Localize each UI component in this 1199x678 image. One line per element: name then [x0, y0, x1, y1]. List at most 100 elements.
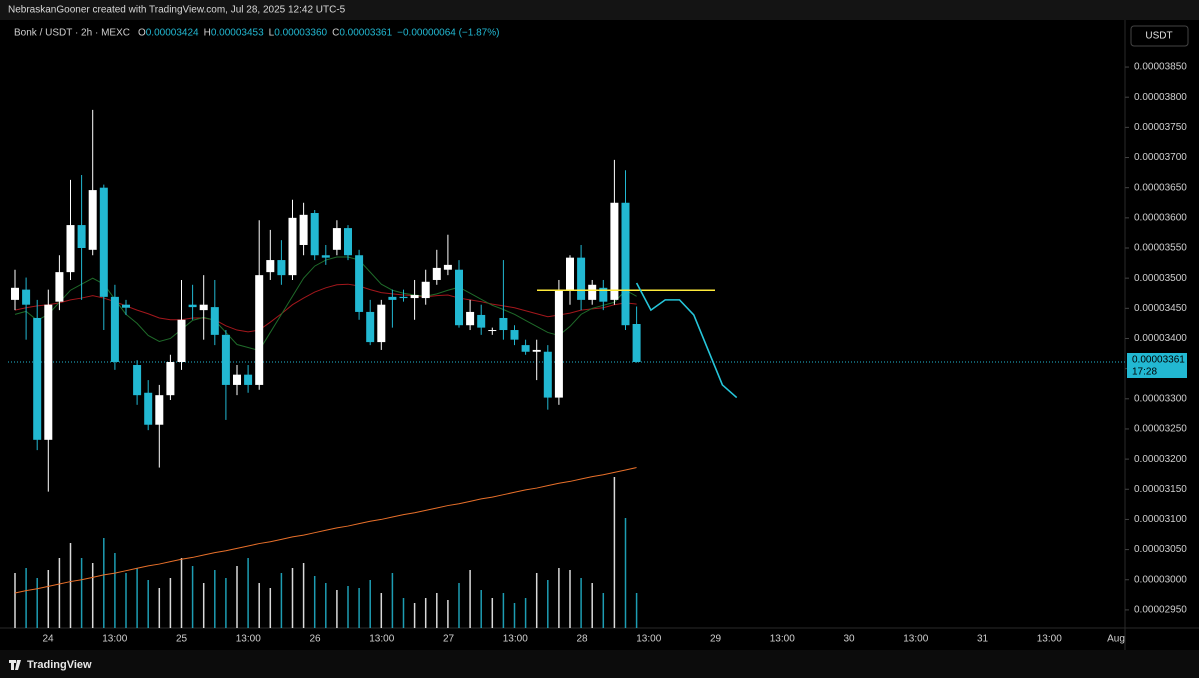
x-tick-label: 13:00 — [770, 634, 795, 645]
volume-bar — [547, 580, 549, 628]
volume-bar — [214, 570, 216, 628]
x-tick-label: 13:00 — [102, 634, 127, 645]
volume-bar — [114, 553, 116, 628]
volume-bar — [624, 518, 627, 628]
legend-key: H — [204, 28, 211, 39]
y-tick-label: 0.00003400 — [1134, 333, 1187, 344]
volume-bar — [202, 583, 205, 628]
volume-bar — [291, 568, 294, 628]
last-price: 0.00003361 — [1132, 355, 1185, 366]
legend-value: 0.00003361 — [339, 28, 392, 39]
candle-body — [122, 304, 130, 308]
y-tick-label: 0.00002950 — [1134, 605, 1187, 616]
volume-bar — [535, 573, 538, 628]
volume-bar — [436, 593, 438, 628]
candle-body — [99, 187, 108, 297]
candle-body — [421, 281, 430, 299]
candle-body — [66, 225, 75, 273]
y-tick-label: 0.00003450 — [1134, 303, 1187, 314]
volume-bar — [91, 563, 94, 628]
y-tick-label: 0.00003050 — [1134, 544, 1187, 555]
y-tick-label: 0.00003150 — [1134, 484, 1187, 495]
candle-body — [88, 190, 97, 250]
candle-body — [144, 392, 153, 425]
candle-body — [577, 257, 586, 300]
volume-bar — [313, 576, 316, 628]
volume-bar — [169, 578, 172, 628]
volume-bar — [469, 570, 471, 628]
x-tick-label: 27 — [443, 634, 455, 645]
candle-body — [133, 365, 142, 396]
volume-bar — [424, 598, 427, 628]
volume-bar — [413, 603, 416, 628]
candle-body — [155, 395, 164, 425]
candle-body — [621, 202, 630, 326]
volume-bar — [380, 593, 383, 628]
header-bar — [0, 0, 1199, 20]
candle-body — [266, 260, 275, 273]
candle-body — [610, 202, 619, 300]
x-tick-label: 30 — [843, 634, 855, 645]
volume-bar — [569, 570, 571, 628]
currency[interactable]: USDT — [1145, 31, 1172, 42]
forecast-line — [635, 282, 738, 399]
footer — [0, 650, 1199, 678]
volume-bar — [280, 573, 283, 628]
volume-bar — [458, 583, 460, 628]
volume-bar — [58, 558, 61, 628]
volume-bar — [258, 583, 260, 628]
volume-bar — [25, 568, 27, 628]
candle-body — [299, 214, 308, 245]
volume-bar — [136, 568, 138, 628]
legend-value: 0.00003424 — [146, 28, 199, 39]
x-tick-label: 25 — [176, 634, 188, 645]
y-tick-label: 0.00003100 — [1134, 514, 1187, 525]
volume-bar — [47, 570, 50, 628]
y-tick-label: 0.00003800 — [1134, 92, 1187, 103]
volume-bar — [447, 600, 449, 628]
x-tick-label: 13:00 — [1037, 634, 1062, 645]
y-tick-label: 0.00003300 — [1134, 393, 1187, 404]
volume-bar — [36, 578, 38, 628]
volume-bar — [524, 598, 527, 628]
candle-body — [344, 228, 352, 256]
ohlc-legend: Bonk / USDT · 2h · MEXC — [14, 28, 130, 39]
legend-key: L — [269, 28, 275, 39]
legend-key: O — [138, 28, 146, 39]
credit: NebraskanGooner created with TradingView… — [8, 5, 346, 16]
y-tick-label: 0.00003850 — [1134, 62, 1187, 73]
x-tick-label: 26 — [309, 634, 321, 645]
logo — [9, 660, 21, 670]
legend-value: 0.00003453 — [211, 28, 264, 39]
x-tick-label: 13:00 — [236, 634, 261, 645]
volume-bar — [158, 588, 161, 628]
x-tick-label: 13:00 — [903, 634, 928, 645]
candle-body — [532, 349, 541, 352]
countdown: 17:28 — [1132, 367, 1157, 378]
y-tick-label: 0.00003650 — [1134, 182, 1187, 193]
volume-bar — [391, 573, 394, 628]
candle-body — [321, 255, 330, 258]
volume-bar — [14, 573, 16, 628]
volume-bar — [602, 593, 605, 628]
candle-body — [33, 317, 42, 440]
y-tick-label: 0.00003600 — [1134, 212, 1187, 223]
x-tick-label: 31 — [977, 634, 989, 645]
legend-value: −0.00000064 (−1.87%) — [397, 28, 499, 39]
candle-body — [388, 296, 397, 300]
volume-bar — [613, 477, 616, 628]
y-tick-label: 0.00003000 — [1134, 574, 1187, 585]
volume-bar — [347, 586, 349, 628]
candle-body — [11, 287, 19, 300]
volume-bar — [80, 558, 83, 628]
volume-bar — [236, 566, 238, 628]
candle-body — [332, 228, 341, 250]
candle-body — [410, 295, 419, 299]
legend-value: 0.00003360 — [274, 28, 327, 39]
currency-button[interactable] — [1130, 25, 1189, 47]
volume-bar — [502, 593, 505, 628]
candle-body — [221, 334, 230, 385]
volume-bar — [247, 558, 249, 628]
